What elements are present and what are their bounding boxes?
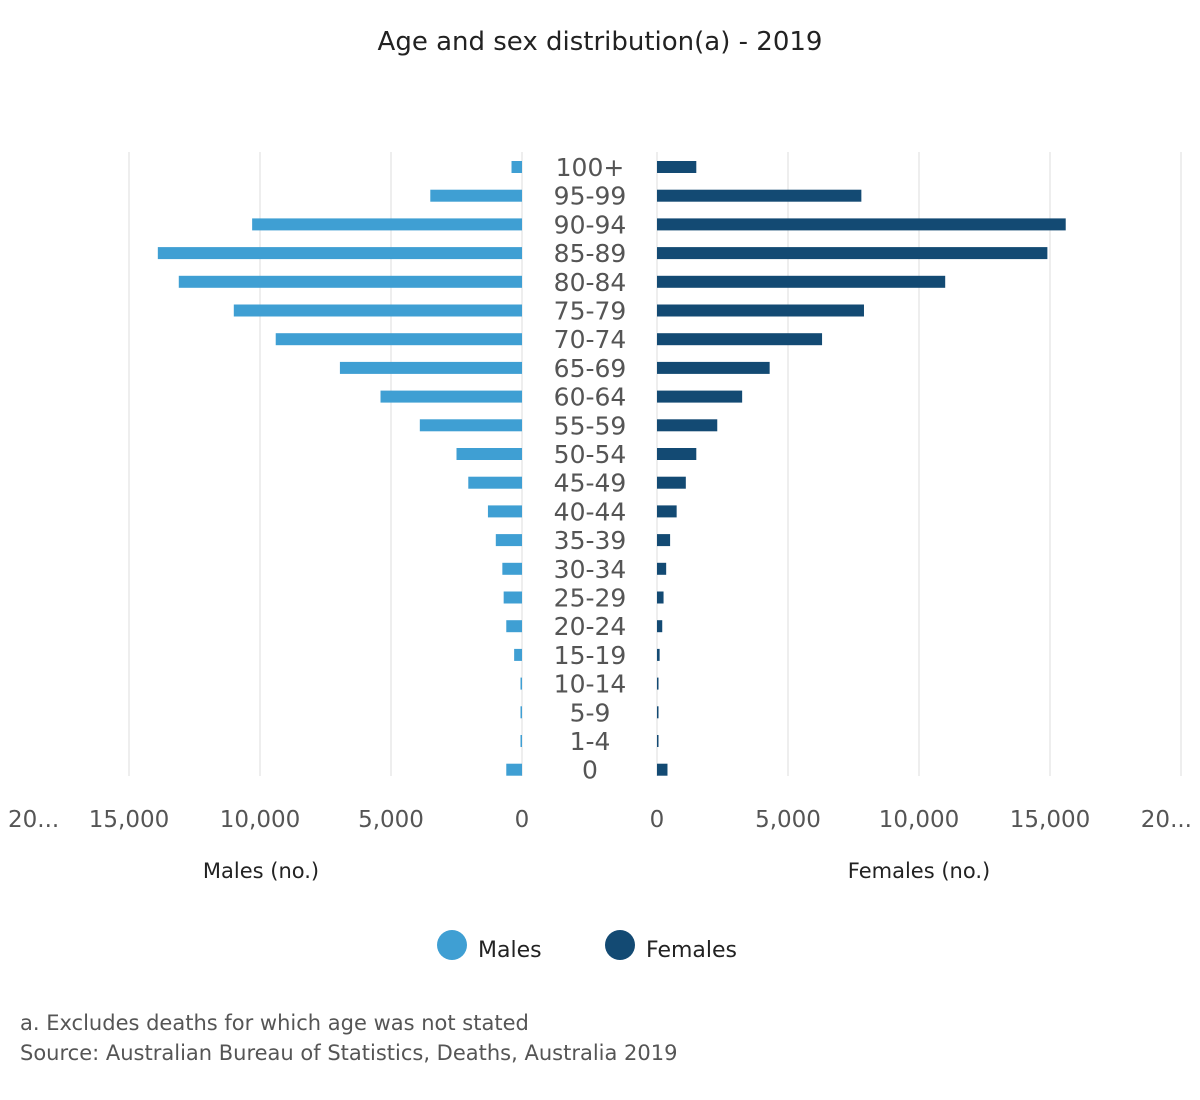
bar-females-40-44 xyxy=(657,505,677,518)
bar-females-65-69 xyxy=(657,361,770,374)
category-label-30-34: 30-34 xyxy=(554,555,627,584)
category-label-25-29: 25-29 xyxy=(554,584,627,613)
bar-males-25-29 xyxy=(503,591,522,604)
category-label-35-39: 35-39 xyxy=(554,526,627,555)
footnote: a. Excludes deaths for which age was not… xyxy=(20,1011,529,1035)
bar-males-10-14 xyxy=(520,677,522,690)
bar-males-1-4 xyxy=(520,735,522,747)
bar-males-20-24 xyxy=(506,620,522,633)
category-label-5-9: 5-9 xyxy=(570,698,611,727)
bar-males-15-19 xyxy=(514,648,522,661)
bar-males-45-49 xyxy=(468,476,522,489)
bar-males-80-84 xyxy=(178,275,522,288)
category-label-10-14: 10-14 xyxy=(554,670,627,699)
bar-males-95-99 xyxy=(430,189,522,202)
bar-males-85-89 xyxy=(157,247,522,260)
bar-males-60-64 xyxy=(380,390,522,403)
bar-males-5-9 xyxy=(520,706,522,719)
bar-males-50-54 xyxy=(456,448,522,460)
legend: Males Females xyxy=(437,930,737,963)
bar-females-45-49 xyxy=(657,476,686,489)
bar-males-40-44 xyxy=(487,505,522,518)
bar-males-65-69 xyxy=(339,361,522,374)
tick-right-1: 5,000 xyxy=(755,807,821,833)
legend-label-females: Females xyxy=(646,938,737,963)
bar-females-55-59 xyxy=(657,419,718,432)
category-label-55-59: 55-59 xyxy=(554,411,627,440)
bar-females-20-24 xyxy=(657,620,663,633)
bar-females-95-99 xyxy=(657,189,862,202)
category-label-1-4: 1-4 xyxy=(570,727,611,756)
bar-males-30-34 xyxy=(502,562,522,575)
category-labels: 100+95-9990-9485-8980-8475-7970-7465-696… xyxy=(554,153,627,785)
legend-swatch-males xyxy=(437,930,467,960)
bar-females-70-74 xyxy=(657,333,823,346)
bars xyxy=(157,161,1066,776)
tick-right-2: 10,000 xyxy=(879,807,959,833)
bar-females-90-94 xyxy=(657,218,1066,231)
tick-right-3: 15,000 xyxy=(1010,807,1090,833)
left-axis-label: Males (no.) xyxy=(203,859,319,883)
bar-males-55-59 xyxy=(419,419,522,432)
tick-left-3: 5,000 xyxy=(358,807,424,833)
bar-females-75-79 xyxy=(657,304,864,317)
chart-title: Age and sex distribution(a) - 2019 xyxy=(378,27,823,57)
bar-females-10-14 xyxy=(657,677,659,690)
bar-females-1-4 xyxy=(657,735,659,747)
tick-left-4: 0 xyxy=(515,807,530,833)
legend-swatch-females xyxy=(605,930,635,960)
category-label-45-49: 45-49 xyxy=(554,469,627,498)
category-label-75-79: 75-79 xyxy=(554,297,627,326)
category-label-20-24: 20-24 xyxy=(554,612,627,641)
category-label-70-74: 70-74 xyxy=(554,325,627,354)
category-label-90-94: 90-94 xyxy=(554,210,627,239)
bar-females-85-89 xyxy=(657,247,1048,260)
bar-males-75-79 xyxy=(233,304,523,317)
bar-females-50-54 xyxy=(657,448,697,460)
category-label-80-84: 80-84 xyxy=(554,268,627,297)
legend-label-males: Males xyxy=(478,938,542,963)
bar-males-0 xyxy=(506,763,522,776)
bar-females-15-19 xyxy=(657,648,660,661)
category-label-15-19: 15-19 xyxy=(554,641,627,670)
tick-left-0: 20... xyxy=(8,807,59,833)
bar-males-70-74 xyxy=(275,333,522,346)
category-label-65-69: 65-69 xyxy=(554,354,627,383)
tick-left-1: 15,000 xyxy=(89,807,169,833)
category-label-40-44: 40-44 xyxy=(554,497,627,526)
bar-males-100+ xyxy=(511,161,522,173)
bar-females-35-39 xyxy=(657,534,671,547)
source-note: Source: Australian Bureau of Statistics,… xyxy=(20,1041,678,1065)
bar-females-30-34 xyxy=(657,562,667,575)
bar-males-90-94 xyxy=(252,218,522,231)
category-label-100+: 100+ xyxy=(556,153,625,182)
tick-right-0: 0 xyxy=(650,807,665,833)
tick-left-2: 10,000 xyxy=(220,807,300,833)
bar-males-35-39 xyxy=(495,534,522,547)
category-label-85-89: 85-89 xyxy=(554,239,627,268)
bar-females-60-64 xyxy=(657,390,743,403)
tick-labels: 20... 15,000 10,000 5,000 0 0 5,000 10,000 15,00… xyxy=(8,807,1192,833)
bar-females-80-84 xyxy=(657,275,946,288)
bar-females-0 xyxy=(657,763,668,776)
bar-females-5-9 xyxy=(657,706,659,719)
category-label-60-64: 60-64 xyxy=(554,383,627,412)
bar-females-25-29 xyxy=(657,591,664,604)
bar-females-100+ xyxy=(657,161,697,173)
right-axis-label: Females (no.) xyxy=(848,859,990,883)
tick-right-4: 20... xyxy=(1141,807,1192,833)
category-label-95-99: 95-99 xyxy=(554,182,627,211)
category-label-0: 0 xyxy=(582,756,598,785)
category-label-50-54: 50-54 xyxy=(554,440,627,469)
